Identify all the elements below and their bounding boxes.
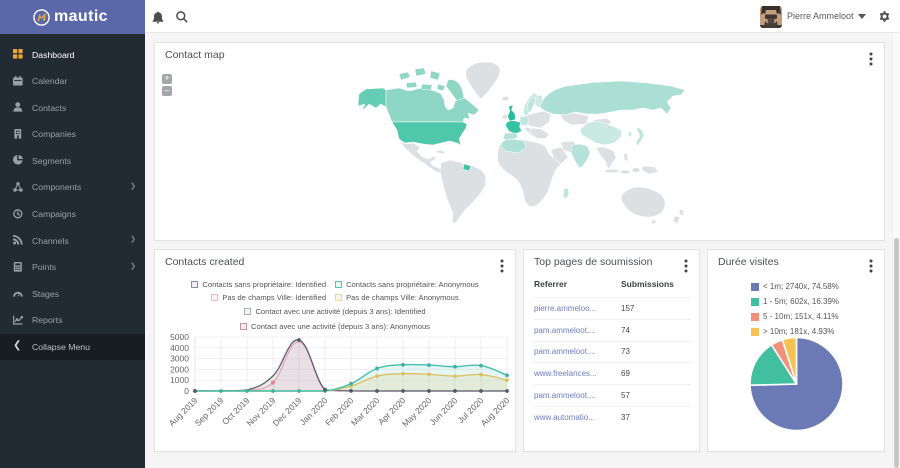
svg-text:Sep 2019: Sep 2019 [193, 395, 226, 428]
svg-text:Mar 2020: Mar 2020 [349, 395, 382, 428]
svg-text:1000: 1000 [170, 375, 189, 385]
svg-text:0: 0 [184, 386, 189, 396]
svg-text:Aug 2020: Aug 2020 [479, 395, 512, 428]
svg-text:3000: 3000 [170, 354, 189, 364]
svg-text:Dec 2019: Dec 2019 [271, 395, 304, 428]
svg-text:4000: 4000 [170, 343, 189, 353]
svg-text:5000: 5000 [170, 332, 189, 342]
svg-text:Jun 2020: Jun 2020 [428, 395, 460, 427]
svg-text:2000: 2000 [170, 364, 189, 374]
